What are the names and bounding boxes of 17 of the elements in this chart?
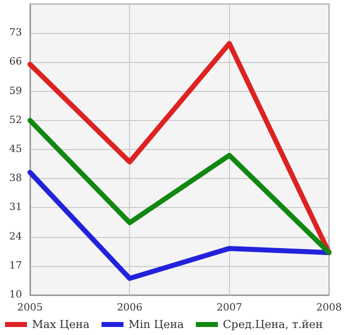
x-tick-label: 2006 <box>116 302 142 314</box>
y-tick-label: 66 <box>9 56 22 68</box>
y-tick-label: 31 <box>9 202 22 214</box>
legend-label: Min Цена <box>128 318 184 331</box>
x-tick-label: 2005 <box>17 302 43 314</box>
y-tick-label: 24 <box>9 231 22 242</box>
legend-label: Сред.Цена, т.йен <box>222 318 323 331</box>
y-tick-label: 52 <box>9 114 22 126</box>
legend-label: Max Цена <box>32 318 90 331</box>
y-tick-label: 17 <box>9 260 22 272</box>
y-tick-label: 59 <box>9 86 22 97</box>
y-tick-label: 38 <box>9 173 22 184</box>
y-tick-label: 10 <box>9 290 22 300</box>
x-tick-label: 2007 <box>216 302 242 314</box>
x-tick-label: 2008 <box>316 302 342 314</box>
y-tick-label: 45 <box>9 144 22 155</box>
y-tick-label: 73 <box>9 28 22 39</box>
